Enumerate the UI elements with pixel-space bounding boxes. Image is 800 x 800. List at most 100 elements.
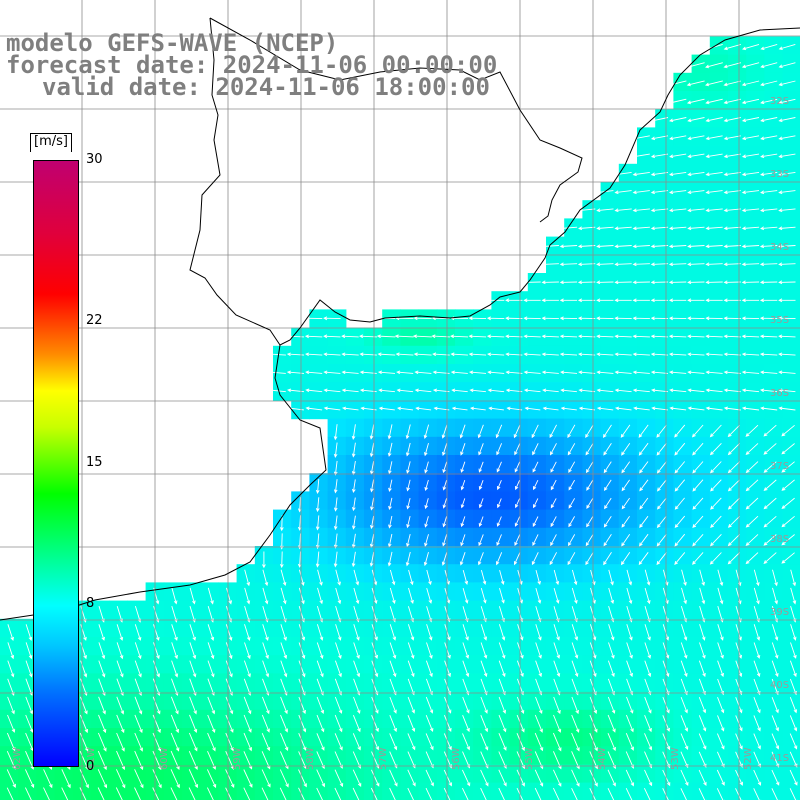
wind-arrow — [571, 587, 578, 604]
wind-arrow — [334, 733, 343, 751]
wind-arrow — [778, 244, 796, 249]
wind-arrow — [462, 696, 470, 714]
wind-arrow — [443, 733, 452, 751]
coastline-south — [0, 344, 327, 621]
wind-arrow — [632, 316, 650, 321]
wind-arrow — [567, 552, 576, 566]
wind-arrow — [280, 624, 287, 641]
wind-arrow — [523, 370, 541, 375]
wind-arrow — [298, 696, 306, 715]
wind-arrow — [571, 660, 579, 678]
wind-arrow — [534, 769, 544, 787]
wind-arrow — [741, 117, 760, 123]
wind-arrow — [244, 624, 251, 641]
wind-arrow — [225, 624, 233, 641]
wind-arrow — [370, 479, 375, 493]
wind-arrow — [43, 769, 53, 789]
wind-arrow — [771, 642, 779, 659]
wind-arrow — [578, 370, 596, 375]
latitude-label: 32S — [770, 96, 790, 107]
wind-arrow — [171, 642, 178, 660]
wind-arrow — [478, 480, 484, 491]
wind-arrow — [604, 497, 612, 510]
wind-arrow — [771, 624, 779, 641]
wind-arrow — [705, 334, 723, 339]
wind-arrow — [152, 769, 162, 789]
wind-arrow — [741, 388, 760, 393]
wind-cell — [600, 782, 620, 800]
wind-arrow — [261, 787, 269, 800]
wind-arrow — [589, 788, 596, 800]
wind-arrow — [760, 208, 778, 213]
wind-arrow — [760, 43, 778, 51]
wind-arrow — [407, 696, 415, 714]
wind-arrow — [171, 660, 179, 678]
model-title: modelo GEFS-WAVE (NCEP) — [6, 29, 339, 57]
wind-arrow — [741, 352, 760, 357]
wind-arrow — [460, 516, 466, 528]
wind-arrow — [534, 732, 544, 752]
wind-arrow — [607, 696, 616, 714]
wind-arrow — [585, 443, 594, 456]
wind-arrow — [759, 352, 778, 357]
wind-arrow — [669, 153, 687, 159]
wind-arrow — [772, 569, 778, 587]
wind-arrow — [741, 370, 760, 375]
wind-arrow — [513, 552, 521, 566]
wind-arrow — [496, 498, 502, 509]
wind-arrow — [692, 515, 704, 529]
wind-arrow — [243, 714, 252, 733]
wind-arrow — [644, 569, 651, 586]
wind-arrow — [674, 424, 686, 438]
wind-arrow — [650, 244, 669, 249]
wind-arrow — [723, 280, 741, 285]
wind-arrow — [7, 714, 16, 733]
wind-arrow — [515, 498, 521, 509]
wind-arrow — [586, 497, 594, 509]
wind-arrow — [498, 733, 507, 751]
wind-arrow — [735, 624, 742, 641]
wind-arrow — [745, 515, 759, 528]
wind-arrow — [443, 787, 451, 800]
wind-arrow — [568, 516, 575, 528]
wind-arrow — [480, 733, 489, 751]
wind-arrow — [577, 244, 596, 249]
wind-arrow — [596, 226, 614, 231]
wind-arrow — [771, 751, 780, 768]
wind-arrow — [441, 424, 448, 439]
wind-arrow — [668, 262, 687, 267]
wind-arrow — [25, 624, 33, 641]
wind-arrow — [741, 171, 760, 177]
wind-arrow — [442, 498, 448, 509]
wind-arrow — [778, 388, 796, 393]
wind-arrow — [723, 226, 741, 231]
wind-cell — [782, 673, 800, 693]
wind-arrow — [261, 769, 271, 788]
wind-arrow — [426, 624, 433, 641]
wind-arrow — [559, 262, 578, 267]
wind-arrow — [461, 769, 471, 787]
wind-arrow — [389, 696, 397, 714]
wind-arrow — [207, 642, 215, 660]
wind-arrow — [585, 461, 594, 474]
wind-arrow — [753, 788, 762, 800]
wind-arrow — [709, 424, 722, 438]
wind-arrow — [614, 352, 632, 357]
wind-arrow — [532, 461, 539, 473]
wind-arrow — [705, 244, 723, 249]
wind-arrow — [687, 190, 705, 195]
wind-arrow — [602, 424, 612, 439]
wind-arrow — [487, 370, 505, 375]
wind-arrow — [486, 334, 505, 339]
wind-arrow — [516, 714, 525, 733]
wind-arrow — [698, 733, 707, 750]
wind-arrow — [705, 190, 723, 195]
wind-arrow — [639, 533, 649, 547]
wind-arrow — [577, 280, 596, 285]
wind-arrow — [207, 624, 215, 641]
wind-arrow — [639, 461, 649, 474]
wind-arrow — [760, 80, 778, 87]
wind-arrow — [620, 552, 631, 566]
wind-arrow — [723, 190, 741, 195]
wind-arrow — [459, 424, 466, 439]
